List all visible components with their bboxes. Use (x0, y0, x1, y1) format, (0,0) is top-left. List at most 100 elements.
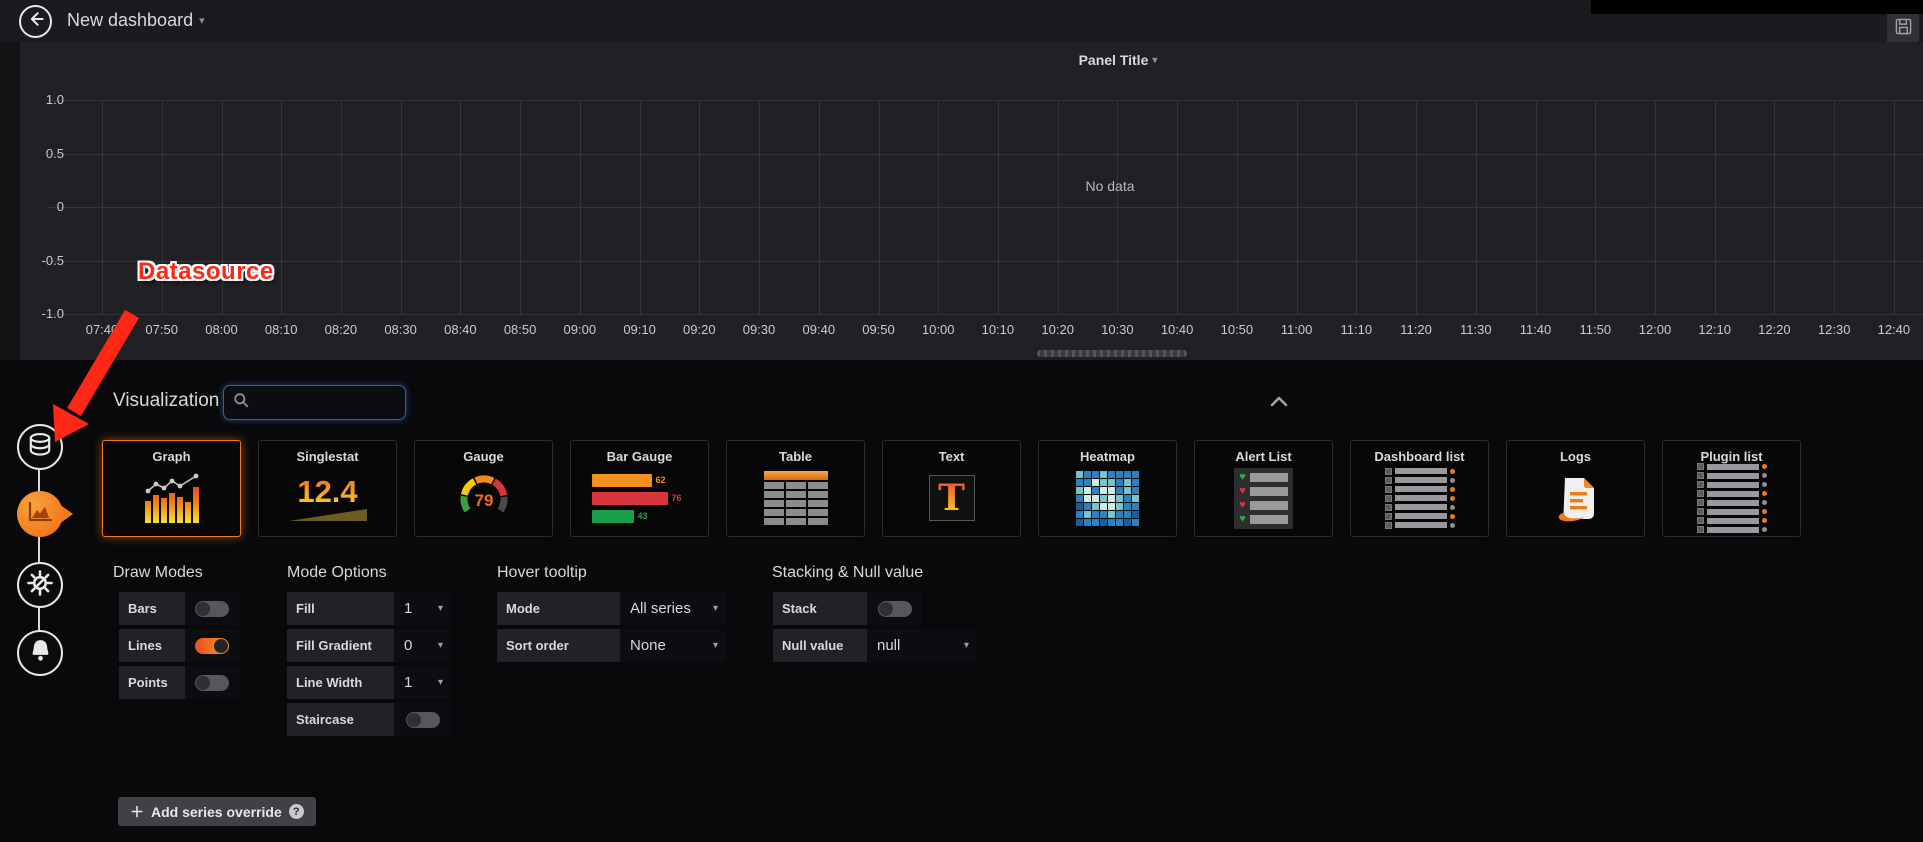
alert-row: ♥ (1239, 486, 1288, 497)
sidebar-step-datasource[interactable] (17, 424, 63, 470)
toggle-switch[interactable] (195, 638, 229, 654)
add-series-override-button[interactable]: ＋Add series override? (118, 797, 316, 826)
viz-card-bar-gauge[interactable]: Bar Gauge 62 76 43 (570, 440, 709, 537)
chevron-down-icon: ▾ (713, 603, 718, 614)
chevron-down-icon: ▾ (1152, 55, 1157, 66)
heatmap-cell (1124, 503, 1131, 510)
viz-card-logs[interactable]: Logs (1506, 440, 1645, 537)
list-row (1385, 486, 1455, 493)
grid-line (938, 100, 939, 315)
y-axis-label: 0 (24, 199, 64, 214)
x-axis-label: 09:30 (729, 322, 789, 337)
grid-line (341, 100, 342, 315)
back-button[interactable] (19, 5, 52, 38)
heatmap-cell (1116, 503, 1123, 510)
checker-square (1385, 522, 1392, 529)
viz-card-gauge[interactable]: Gauge 79 (414, 440, 553, 537)
sidebar-step-alert[interactable] (17, 630, 63, 676)
tooltip-mode-select[interactable]: All series▾ (620, 592, 726, 625)
fill-gradient-select[interactable]: 0▾ (394, 629, 451, 662)
grid-line (1117, 100, 1118, 315)
grid-line (1595, 100, 1596, 315)
list-bar (1707, 491, 1759, 497)
toggle-switch[interactable] (195, 601, 229, 617)
sidebar-step-visualization[interactable] (17, 491, 63, 537)
x-axis-label: 08:50 (490, 322, 550, 337)
viz-card-text[interactable]: Text T (882, 440, 1021, 537)
list-row (1697, 481, 1767, 488)
x-axis-label: 08:40 (430, 322, 490, 337)
checker-square (1697, 526, 1704, 533)
heatmap-cell (1132, 519, 1139, 526)
save-dashboard-button[interactable] (1887, 13, 1919, 44)
heatmap-cell (1092, 503, 1099, 510)
grid-line (1894, 100, 1895, 315)
x-axis-label: 09:40 (789, 322, 849, 337)
staircase-toggle[interactable] (394, 703, 451, 736)
hover-tooltip-header: Hover tooltip (497, 564, 587, 582)
grid-line (640, 100, 641, 315)
list-bar (1395, 477, 1447, 483)
viz-card-label: Dashboard list (1351, 449, 1488, 464)
option-label: Fill Gradient (287, 629, 394, 662)
viz-card-graph[interactable]: Graph (102, 440, 241, 537)
viz-card-table[interactable]: Table (726, 440, 865, 537)
text-icon: T (883, 465, 1020, 531)
null-value-select[interactable]: null▾ (867, 629, 977, 662)
heatmap-cell (1132, 487, 1139, 494)
checker-square (1385, 504, 1392, 511)
x-axis-label: 07:40 (72, 322, 132, 337)
list-bar (1395, 504, 1447, 510)
list-row (1697, 463, 1767, 470)
viz-card-label: Plugin list (1663, 449, 1800, 464)
collapse-section-chevron[interactable] (1270, 394, 1288, 412)
list-row (1697, 499, 1767, 506)
stack-toggle[interactable] (867, 592, 922, 625)
viz-card-heatmap[interactable]: Heatmap (1038, 440, 1177, 537)
panel-horizontal-scrollbar[interactable] (1037, 350, 1187, 357)
viz-card-alert-list[interactable]: Alert List ♥♥♥♥ (1194, 440, 1333, 537)
option-row-null-value: Null value null▾ (773, 629, 977, 662)
x-axis-label: 11:30 (1446, 322, 1506, 337)
search-icon (233, 392, 249, 413)
chevron-down-icon: ▾ (713, 640, 718, 651)
x-axis-label: 10:30 (1087, 322, 1147, 337)
list-row (1697, 517, 1767, 524)
option-row-bars: Bars (119, 592, 239, 625)
viz-search-input[interactable] (256, 395, 396, 411)
option-row-lines: Lines (119, 629, 239, 662)
grid-line (1237, 100, 1238, 315)
viz-search-box[interactable] (223, 385, 406, 420)
toggle-switch[interactable] (878, 601, 912, 617)
line-width-select[interactable]: 1▾ (394, 666, 451, 699)
viz-card-singlestat[interactable]: Singlestat 12.4 (258, 440, 397, 537)
area-chart-icon (27, 501, 53, 528)
checker-square (1697, 508, 1704, 515)
option-row-fill: Fill 1▾ (287, 592, 451, 625)
toggle-switch[interactable] (195, 675, 229, 691)
list-row (1385, 513, 1455, 520)
x-axis-label: 08:10 (251, 322, 311, 337)
points-toggle[interactable] (185, 666, 239, 699)
viz-card-plugin-list[interactable]: Plugin list (1662, 440, 1801, 537)
bars-toggle[interactable] (185, 592, 239, 625)
floppy-disk-icon (1895, 18, 1912, 40)
heatmap-cell (1132, 511, 1139, 518)
grid-line (460, 100, 461, 315)
fill-select[interactable]: 1▾ (394, 592, 451, 625)
sidebar-step-general[interactable] (17, 562, 63, 608)
panel-title-dropdown[interactable]: Panel Title▾ (1018, 52, 1218, 68)
dashboard-title-dropdown[interactable]: New dashboard▾ (67, 10, 205, 31)
heatmap-cell (1084, 487, 1091, 494)
option-label: Lines (119, 629, 185, 662)
list-dot (1450, 487, 1455, 492)
toggle-switch[interactable] (406, 712, 440, 728)
viz-card-dashboard-list[interactable]: Dashboard list (1350, 440, 1489, 537)
lines-toggle[interactable] (185, 629, 239, 662)
graph-bars-icon (103, 465, 240, 531)
heatmap-cell (1116, 511, 1123, 518)
sort-order-select[interactable]: None▾ (620, 629, 726, 662)
list-row (1697, 508, 1767, 515)
viz-card-row: Graph Sin (102, 440, 1818, 537)
list-bar (1395, 495, 1447, 501)
